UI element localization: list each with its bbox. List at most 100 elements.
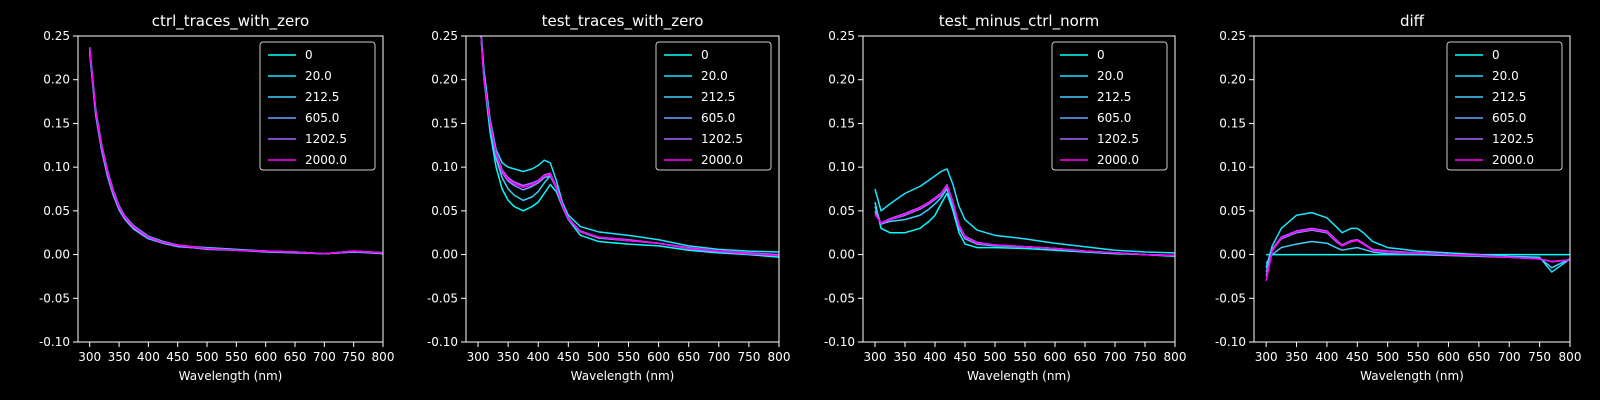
x-tick-label: 600	[647, 350, 670, 364]
series-group	[480, 36, 779, 258]
legend-entry: 605.0	[1097, 111, 1131, 125]
series-line-2000.0	[88, 48, 383, 255]
legend-entry: 1202.5	[701, 132, 743, 146]
legend-entry: 1202.5	[1097, 132, 1139, 146]
series-group	[1265, 211, 1570, 281]
series-group	[88, 47, 383, 255]
legend-entry: 20.0	[305, 69, 332, 83]
chart-title: diff	[1400, 12, 1425, 30]
x-tick-label: 750	[737, 350, 760, 364]
y-tick-label: 0.10	[43, 160, 70, 174]
legend-box	[1446, 41, 1563, 171]
x-tick-label: 500	[984, 350, 1007, 364]
x-tick-label: 400	[527, 350, 550, 364]
x-tick-label: 650	[677, 350, 700, 364]
y-tick-label: 0.00	[828, 248, 855, 262]
legend: 0 20.0 212.5 605.0 1202.5 2000.0	[1051, 41, 1168, 171]
y-tick-label: 0.10	[431, 160, 458, 174]
legend: 0 20.0 212.5 605.0 1202.5 2000.0	[655, 41, 772, 171]
chart-panel-4: diff 300 350 400 450 500 550 600 650 700 750 800 -0.…	[1215, 12, 1582, 383]
x-tick-label: 550	[1407, 350, 1430, 364]
x-tick-label: 300	[1255, 350, 1278, 364]
x-tick-label: 450	[954, 350, 977, 364]
legend-entry: 0	[305, 48, 313, 62]
series-line-20.0	[1265, 211, 1570, 273]
x-tick-label: 750	[342, 350, 365, 364]
y-tick-label: 0.25	[1219, 29, 1246, 43]
x-tick-label: 550	[225, 350, 248, 364]
x-tick-label: 300	[78, 350, 101, 364]
chart-title: test_minus_ctrl_norm	[939, 12, 1100, 31]
x-tick-label: 800	[1559, 350, 1582, 364]
chart-title: ctrl_traces_with_zero	[152, 12, 309, 31]
x-tick-label: 500	[587, 350, 610, 364]
y-tick-label: 0.05	[431, 204, 458, 218]
x-tick-label: 650	[284, 350, 307, 364]
x-tick-label: 650	[1074, 350, 1097, 364]
legend-entry: 212.5	[1097, 90, 1131, 104]
series-line-2000.0	[1265, 228, 1570, 281]
y-tick-label: -0.05	[427, 291, 458, 305]
y-tick-label: 0.05	[1219, 204, 1246, 218]
x-tick-label: 450	[166, 350, 189, 364]
y-tick-label: 0.25	[43, 29, 70, 43]
legend-entry: 2000.0	[1097, 153, 1139, 167]
legend-box	[655, 41, 772, 171]
legend-entry: 605.0	[701, 111, 735, 125]
x-tick-label: 750	[1134, 350, 1157, 364]
series-line-2000.0	[874, 184, 1175, 257]
y-tick-label: -0.05	[1215, 291, 1246, 305]
y-tick-label: -0.05	[39, 291, 70, 305]
y-tick-label: 0.10	[828, 160, 855, 174]
legend-entry: 0	[701, 48, 709, 62]
x-tick-label: 750	[1528, 350, 1551, 364]
x-tick-label: 500	[1376, 350, 1399, 364]
x-tick-label: 350	[108, 350, 131, 364]
x-tick-label: 450	[1346, 350, 1369, 364]
x-tick-label: 700	[1104, 350, 1127, 364]
y-tick-label: 0.00	[1219, 248, 1246, 262]
y-tick-label: -0.10	[824, 335, 855, 349]
legend-entry: 212.5	[305, 90, 339, 104]
y-tick-label: 0.25	[431, 29, 458, 43]
x-tick-label: 600	[1437, 350, 1460, 364]
axes-frame	[77, 35, 384, 343]
legend-entry: 212.5	[1492, 90, 1526, 104]
y-tick-label: 0.05	[43, 204, 70, 218]
series-line-20.0	[874, 168, 1175, 254]
series-line-20.0	[480, 36, 779, 253]
legend: 0 20.0 212.5 605.0 1202.5 2000.0	[259, 41, 376, 171]
y-tick-label: 0.00	[43, 248, 70, 262]
x-tick-label: 350	[1285, 350, 1308, 364]
legend-box	[259, 41, 376, 171]
x-tick-label: 300	[864, 350, 887, 364]
x-tick-label: 700	[707, 350, 730, 364]
x-tick-label: 800	[372, 350, 395, 364]
y-tick-label: -0.10	[1215, 335, 1246, 349]
y-tick-label: 0.20	[828, 73, 855, 87]
x-tick-label: 550	[617, 350, 640, 364]
x-tick-label: 700	[1498, 350, 1521, 364]
legend-entry: 605.0	[305, 111, 339, 125]
chart-panel-3: test_minus_ctrl_norm 300 350 400 450 500 550 60…	[824, 12, 1187, 383]
axes-frame	[862, 35, 1176, 343]
chart-panel-2: test_traces_with_zero 300 350 400 450 500 550 6…	[427, 12, 791, 383]
legend: 0 20.0 212.5 605.0 1202.5 2000.0	[1446, 41, 1563, 171]
series-line-0	[874, 192, 1175, 258]
y-tick-label: 0.20	[43, 73, 70, 87]
legend-box	[1051, 41, 1168, 171]
y-tick-label: 0.15	[1219, 116, 1246, 130]
legend-entry: 2000.0	[1492, 153, 1534, 167]
y-tick-label: 0.05	[828, 204, 855, 218]
x-tick-label: 400	[137, 350, 160, 364]
y-tick-label: 0.15	[43, 116, 70, 130]
series-group	[874, 168, 1175, 258]
legend-entry: 1202.5	[305, 132, 347, 146]
y-tick-label: 0.15	[828, 116, 855, 130]
axes-frame	[1253, 35, 1571, 343]
x-tick-label: 300	[467, 350, 490, 364]
legend-entry: 1202.5	[1492, 132, 1534, 146]
series-line-0	[480, 36, 779, 258]
x-axis-label: Wavelength (nm)	[1360, 369, 1464, 383]
